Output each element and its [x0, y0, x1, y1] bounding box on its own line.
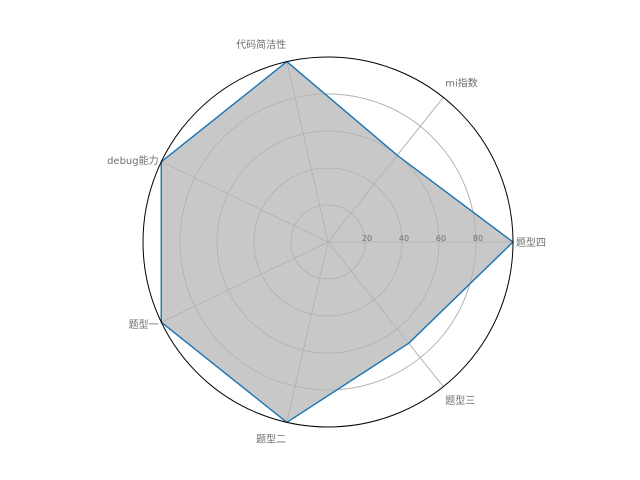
- spoke-line-overlay: [161, 241, 329, 323]
- r-tick-label: 40: [399, 234, 409, 243]
- category-label: 题型二: [256, 432, 286, 445]
- r-tick-label: 60: [436, 234, 446, 243]
- spoke-line-overlay: [286, 241, 329, 423]
- category-label: 题型四: [516, 236, 546, 249]
- category-label: 题型三: [445, 394, 475, 407]
- category-label: debug能力: [107, 154, 159, 167]
- spoke-line-overlay: [286, 61, 329, 243]
- outer-frame: [142, 56, 514, 428]
- series-outline: [160, 60, 514, 424]
- category-label: 代码简洁性: [236, 38, 286, 51]
- category-label: mi指数: [445, 76, 478, 89]
- spoke-line-overlay: [327, 241, 444, 387]
- spoke-line-overlay: [327, 97, 444, 243]
- category-label: 题型一: [129, 318, 159, 331]
- radar-frame: [142, 56, 514, 428]
- r-tick-label: 20: [362, 234, 372, 243]
- spoke-line-overlay: [161, 161, 329, 243]
- radar-series: [160, 60, 514, 424]
- r-tick-label: 80: [473, 234, 483, 243]
